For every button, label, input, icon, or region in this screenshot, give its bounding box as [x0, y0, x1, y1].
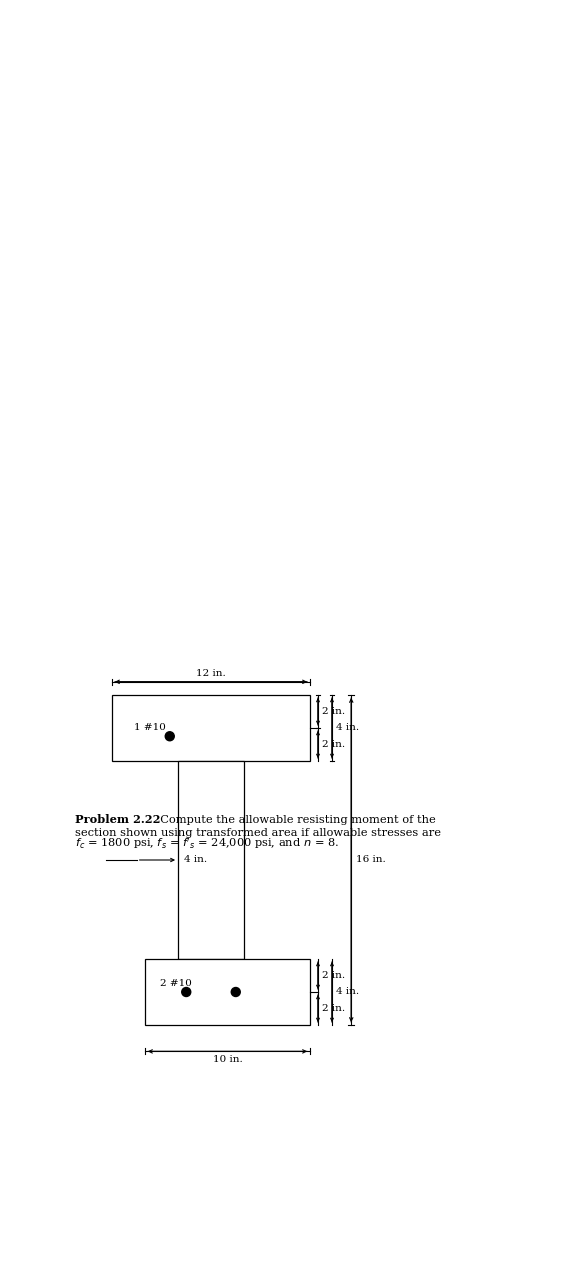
Text: 4 in.: 4 in. [184, 855, 207, 864]
Text: 10 in.: 10 in. [213, 1056, 242, 1065]
Bar [112, 695, 310, 762]
Text: 2 in.: 2 in. [322, 972, 345, 980]
Text: 2 in.: 2 in. [322, 707, 345, 716]
Text: Compute the allowable resisting moment of the: Compute the allowable resisting moment o… [153, 815, 436, 826]
Text: $f_c$ = 1800 psi, $f_s$ = $f'_s$ = 24,000 psi, and $n$ = 8.: $f_c$ = 1800 psi, $f_s$ = $f'_s$ = 24,00… [75, 836, 339, 851]
Text: section shown using transformed area if allowable stresses are: section shown using transformed area if … [75, 828, 441, 838]
Text: 1 #10: 1 #10 [134, 723, 166, 732]
Text: Problem 2.22: Problem 2.22 [75, 814, 161, 826]
Text: 4 in.: 4 in. [336, 987, 359, 997]
Text: 2 in.: 2 in. [322, 740, 345, 749]
Text: 12 in.: 12 in. [196, 668, 226, 678]
Bar [145, 959, 310, 1025]
Text: 4 in.: 4 in. [336, 723, 359, 732]
Text: 2 #10: 2 #10 [160, 979, 192, 988]
Circle shape [182, 987, 191, 997]
Circle shape [231, 987, 240, 997]
Text: 16 in.: 16 in. [356, 855, 386, 864]
Circle shape [165, 732, 175, 741]
Bar [178, 762, 244, 959]
Text: 2 in.: 2 in. [322, 1004, 345, 1012]
